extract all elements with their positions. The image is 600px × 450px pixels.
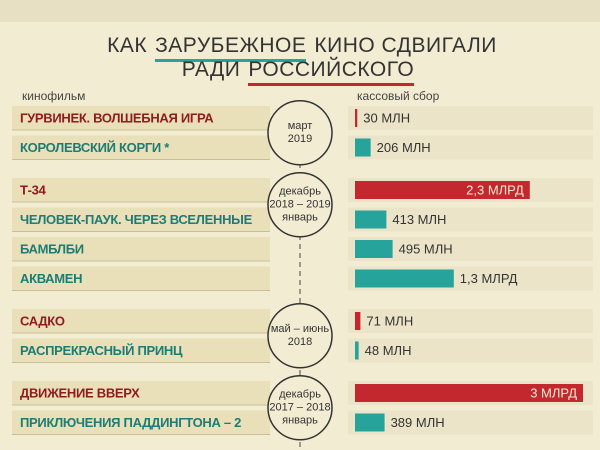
- bar: [355, 210, 387, 229]
- row-band: [12, 106, 270, 130]
- row-band: [12, 309, 270, 333]
- title: КАК ЗАРУБЕЖНОЕ КИНО СДВИГАЛИ РАДИ РОССИЙСКО…: [0, 34, 600, 86]
- period-label: декабрь: [279, 186, 321, 198]
- period-label: 2017 – 2018: [269, 402, 330, 414]
- value-band: [348, 309, 593, 333]
- row-band: [12, 266, 270, 291]
- value-label: 2,3 МЛРД: [466, 182, 524, 197]
- value-label: 389 МЛН: [391, 415, 445, 430]
- film-label: БАМБЛБИ: [20, 241, 84, 256]
- film-label: САДКО: [20, 313, 65, 328]
- period-circle: [267, 172, 333, 238]
- period-circle: [267, 375, 333, 441]
- period-label: 2019: [288, 133, 312, 145]
- period-label: 2018: [288, 336, 312, 348]
- value-band: [348, 338, 593, 363]
- bar: [355, 269, 454, 288]
- film-label: ЧЕЛОВЕК-ПАУК. ЧЕРЕЗ ВСЕЛЕННЫЕ: [20, 212, 253, 227]
- period-label: май – июнь: [271, 323, 330, 335]
- value-band: [348, 410, 593, 435]
- bar: [355, 109, 358, 127]
- bar: [355, 384, 583, 402]
- value-band: [348, 135, 593, 160]
- film-label: КОРОЛЕВСКИЙ КОРГИ *: [20, 140, 170, 155]
- bar: [355, 341, 359, 360]
- right-header: кассовый сбор: [357, 89, 440, 103]
- film-label: РАСПРЕКРАСНЫЙ ПРИНЦ: [20, 343, 183, 358]
- period-label: март: [288, 120, 313, 132]
- bar: [355, 413, 385, 432]
- film-label: ДВИЖЕНИЕ ВВЕРХ: [20, 385, 140, 400]
- value-label: 1,3 МЛРД: [460, 271, 518, 286]
- title-part: КИНО СДВИГАЛИ РАДИ: [181, 34, 497, 81]
- row-band: [12, 410, 270, 435]
- film-label: АКВАМЕН: [20, 271, 82, 286]
- value-label: 3 МЛРД: [530, 385, 577, 400]
- bar: [355, 138, 371, 157]
- film-label: Т-34: [20, 182, 47, 197]
- row-band: [12, 237, 270, 261]
- row-band: [12, 135, 270, 160]
- value-label: 206 МЛН: [377, 140, 431, 155]
- value-label: 71 МЛН: [366, 313, 413, 328]
- value-band: [348, 106, 593, 130]
- period-circle: [267, 303, 333, 369]
- left-header: кинофильм: [22, 89, 85, 103]
- row-band: [12, 207, 270, 232]
- title-part: ЗАРУБЕЖНОЕ: [155, 34, 307, 62]
- bar: [355, 240, 393, 258]
- period-label: 2018 – 2019: [269, 199, 330, 211]
- value-band: [348, 207, 593, 232]
- value-label: 495 МЛН: [399, 241, 453, 256]
- value-label: 413 МЛН: [392, 212, 446, 227]
- value-label: 48 МЛН: [365, 343, 412, 358]
- row-band: [12, 381, 270, 405]
- period-label: декабрь: [279, 389, 321, 401]
- value-label: 30 МЛН: [363, 110, 410, 125]
- period-circle: [267, 100, 333, 166]
- film-label: ПРИКЛЮЧЕНИЯ ПАДДИНГТОНА – 2: [20, 415, 241, 430]
- period-label: январь: [282, 415, 318, 427]
- title-part: РОССИЙСКОГО: [248, 58, 415, 86]
- row-band: [12, 338, 270, 363]
- row-band: [12, 178, 270, 202]
- bar: [355, 312, 361, 330]
- period-label: январь: [282, 212, 318, 224]
- top-band: [0, 0, 600, 22]
- title-part: КАК: [107, 34, 148, 57]
- bar: [355, 181, 530, 199]
- film-label: ГУРВИНЕК. ВОЛШЕБНАЯ ИГРА: [20, 110, 214, 125]
